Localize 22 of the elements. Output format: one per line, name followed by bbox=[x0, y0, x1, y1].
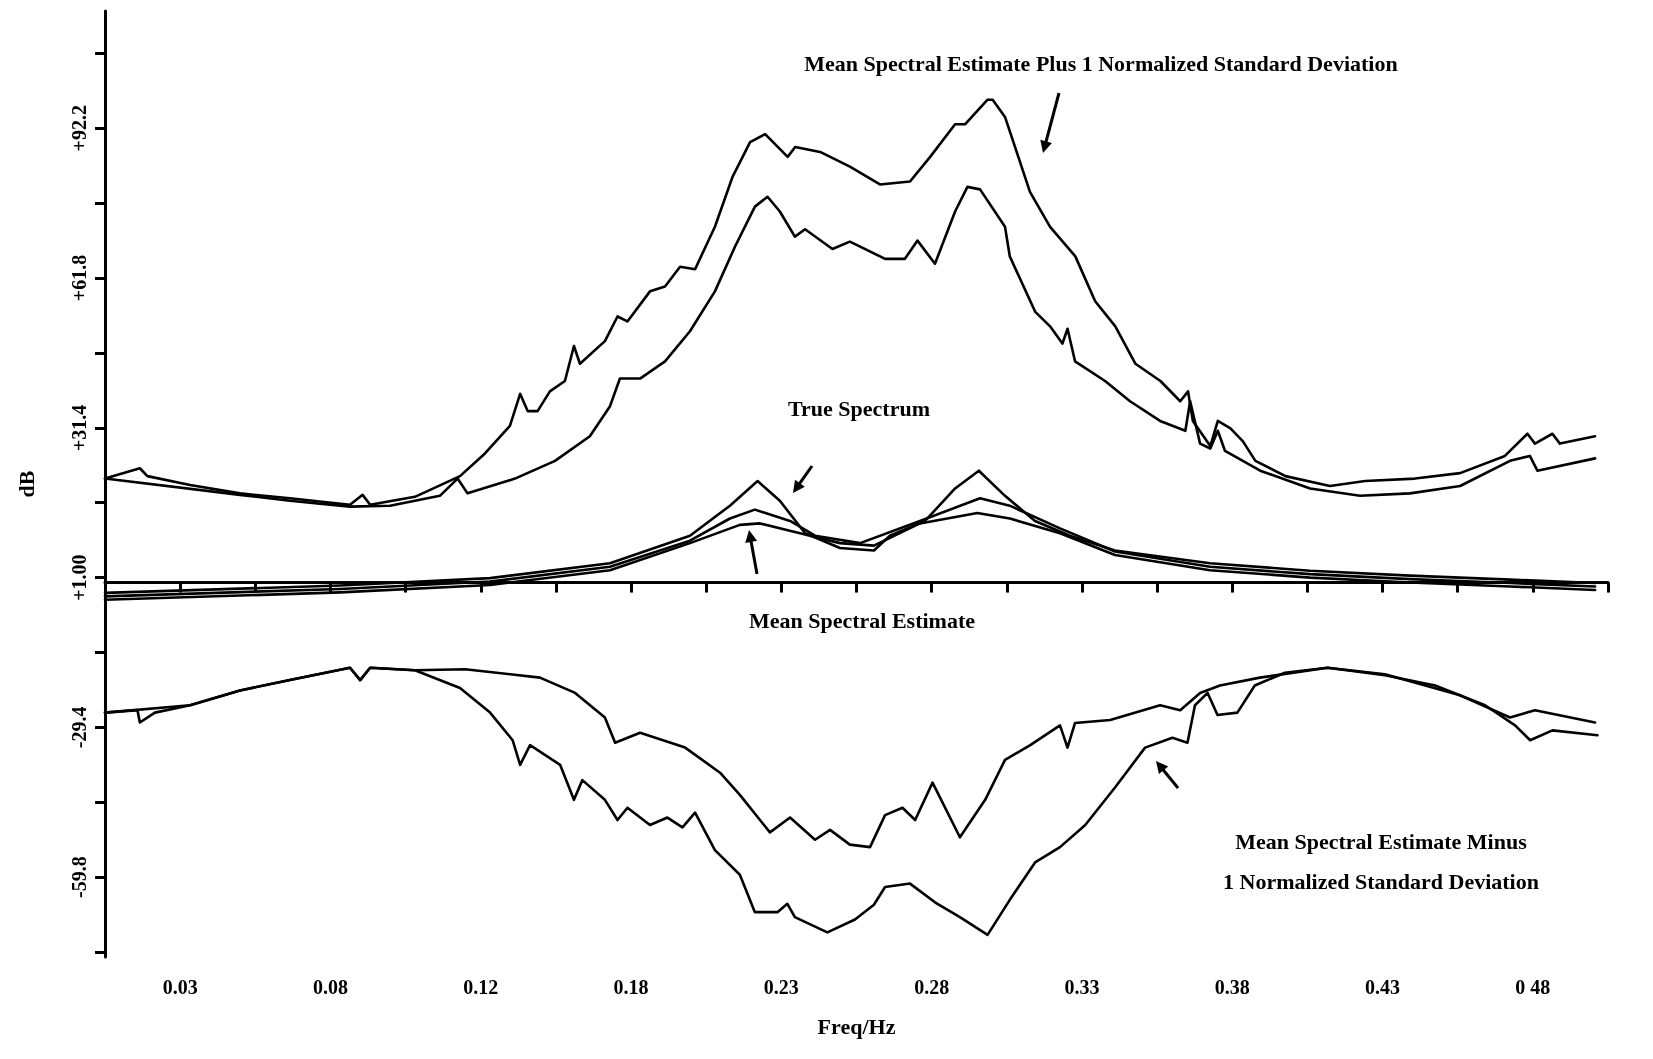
x-tick-label: 0.03 bbox=[162, 976, 198, 998]
x-tick-label: 0.43 bbox=[1365, 976, 1401, 998]
annotation: Mean Spectral Estimate Plus 1 Normalized Standard Deviation bbox=[804, 50, 1398, 76]
y-tick-label: -29.4 bbox=[68, 706, 90, 749]
x-tick-label: 0.18 bbox=[613, 976, 649, 998]
x-tick-label: 0.28 bbox=[914, 976, 950, 998]
y-axis-title: dB bbox=[13, 470, 39, 498]
x-tick-label: 0.12 bbox=[463, 976, 499, 998]
y-tick-label: +1.00 bbox=[68, 554, 90, 601]
annotation: Mean Spectral Estimate Minus 1 Normalized Standard Deviation bbox=[1223, 828, 1539, 894]
y-tick-label: +31.4 bbox=[68, 404, 90, 452]
annotation: True Spectrum bbox=[788, 395, 930, 421]
x-tick-label: 0.08 bbox=[312, 976, 348, 998]
y-tick-label: +92.2 bbox=[68, 105, 90, 152]
annotation: Mean Spectral Estimate bbox=[748, 607, 976, 633]
x-tick-label: 0.38 bbox=[1214, 976, 1250, 998]
x-axis-title: Freq/Hz bbox=[817, 1013, 896, 1039]
x-tick-label: 0.23 bbox=[763, 976, 799, 998]
x-tick-label: 0.33 bbox=[1064, 976, 1100, 998]
x-tick-label: 0 48 bbox=[1515, 976, 1551, 998]
y-tick-label: -59.8 bbox=[68, 856, 90, 899]
y-tick-label: +61.8 bbox=[68, 254, 90, 302]
